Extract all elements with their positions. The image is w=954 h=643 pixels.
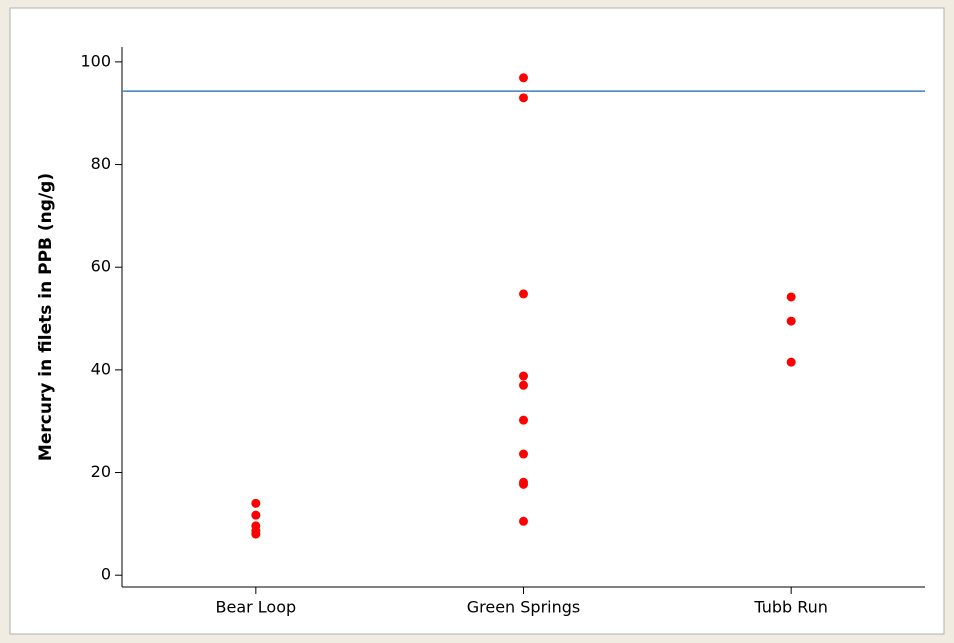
x-tick-label: Tubb Run <box>753 598 828 617</box>
point <box>786 292 796 302</box>
point <box>251 529 261 539</box>
y-tick-label: 0 <box>101 565 111 584</box>
point <box>519 73 528 83</box>
point <box>786 316 796 326</box>
point <box>519 371 528 381</box>
point <box>519 93 528 103</box>
panel <box>9 7 945 635</box>
y-tick-label: 100 <box>80 51 111 70</box>
point <box>786 357 796 367</box>
y-axis-label: Mercury in filets in PPB (ng/g) <box>36 173 56 461</box>
point <box>519 415 528 425</box>
point <box>519 516 528 526</box>
x-tick-label: Green Springs <box>467 598 581 617</box>
point <box>519 289 528 299</box>
point <box>519 449 528 459</box>
y-tick-label: 40 <box>91 359 111 378</box>
point <box>251 510 261 520</box>
point <box>519 380 528 390</box>
y-tick-label: 60 <box>91 257 111 276</box>
point <box>519 479 528 489</box>
x-tick-label: Bear Loop <box>216 598 297 617</box>
y-tick-label: 80 <box>91 154 111 173</box>
point <box>251 498 261 508</box>
y-tick-label: 20 <box>91 462 111 481</box>
